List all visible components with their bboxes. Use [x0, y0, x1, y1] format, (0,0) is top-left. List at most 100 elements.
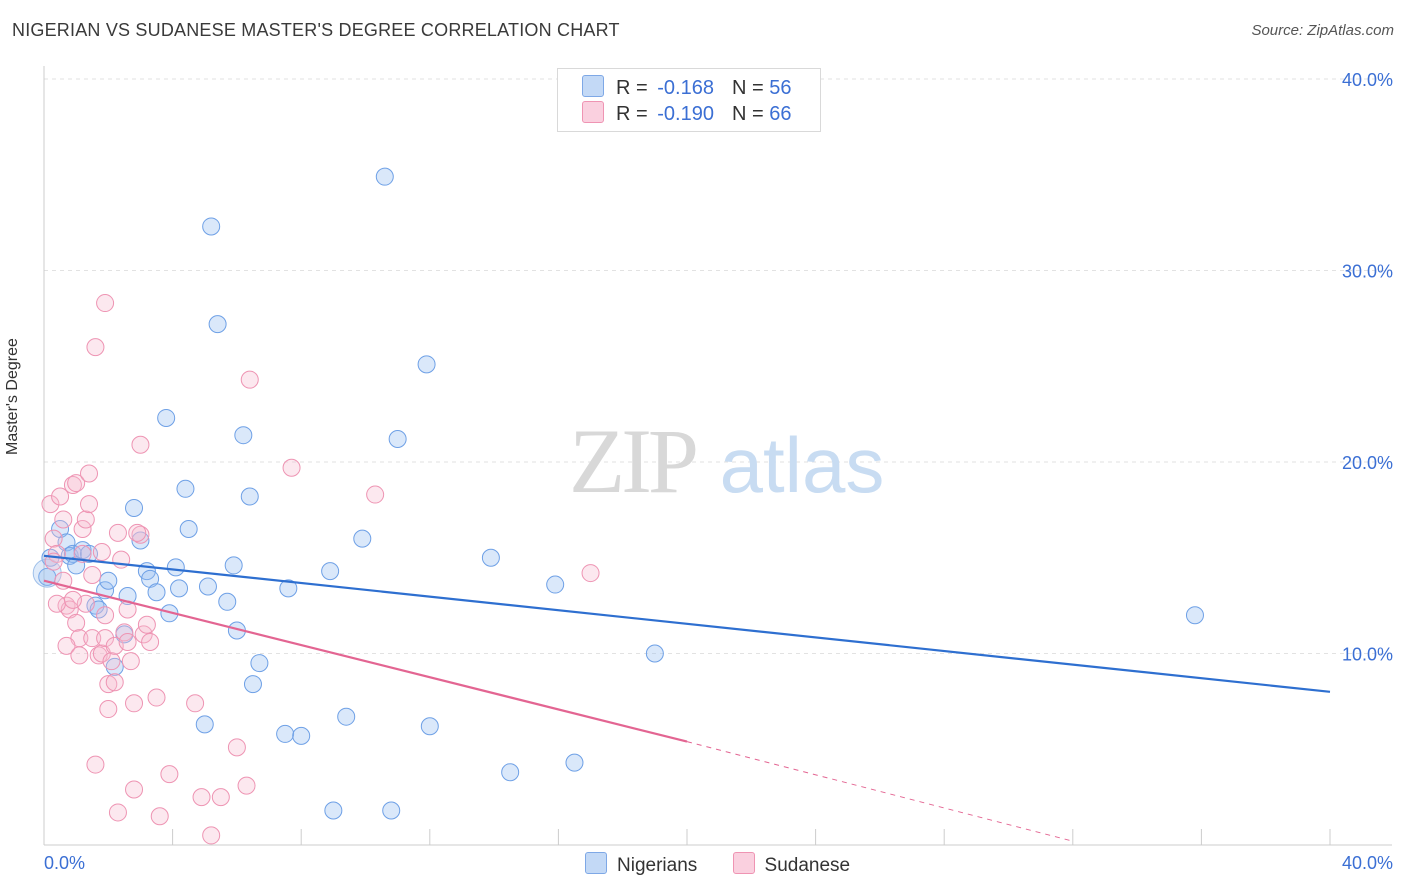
sudanese-point: [115, 623, 134, 642]
sudanese-point: [160, 765, 179, 784]
sudanese-point: [51, 487, 70, 506]
nigerians-point: [179, 520, 198, 539]
nigerians-point: [353, 529, 372, 548]
sudanese-point: [105, 673, 124, 692]
nigerians-point: [157, 408, 176, 427]
series-swatch-sudanese: [732, 852, 755, 874]
sudanese-point: [202, 826, 221, 845]
trend-lines: [43, 554, 1331, 842]
legend-n-value: 66: [769, 103, 792, 125]
series-legend-sudanese[interactable]: Sudanese: [732, 852, 851, 877]
sudanese-point: [102, 652, 121, 671]
nigerians-point: [32, 558, 62, 588]
nigerians-point: [250, 654, 269, 673]
sudanese-point: [70, 646, 89, 665]
nigerians-point: [243, 675, 262, 694]
sudanese-point: [96, 294, 115, 313]
axes: [43, 66, 1392, 846]
nigerians-point: [208, 315, 227, 334]
sudanese-point: [96, 629, 115, 648]
series-legend: Nigerians Sudanese: [585, 852, 880, 877]
y-tick-label: 30.0%: [1342, 262, 1393, 282]
nigerians-point: [501, 763, 520, 782]
legend-row-nigerians: R = -0.168 N = 56: [582, 75, 791, 101]
series-legend-nigerians[interactable]: Nigerians: [585, 852, 697, 877]
nigerians-point: [546, 575, 565, 594]
sudanese-point: [83, 629, 102, 648]
sudanese-point: [227, 738, 246, 757]
nigerians-point: [388, 430, 407, 449]
watermark-zip: ZIP: [569, 410, 696, 512]
series-label-sudanese: Sudanese: [764, 855, 851, 876]
watermark-atlas: atlas: [720, 421, 885, 509]
nigerians-trend-line: [43, 554, 1331, 693]
chart-title: NIGERIAN VS SUDANESE MASTER'S DEGREE COR…: [12, 20, 620, 40]
sudanese-point: [73, 544, 92, 563]
nigerians-point: [147, 583, 166, 602]
nigerians-point: [321, 562, 340, 581]
sudanese-point: [54, 510, 73, 529]
nigerians-point: [240, 487, 259, 506]
x-tick-label: 40.0%: [1342, 853, 1393, 873]
nigerians-point: [565, 753, 584, 772]
sudanese-point: [211, 788, 230, 807]
sudanese-point: [240, 370, 259, 389]
sudanese-points: [41, 294, 600, 845]
sudanese-point: [99, 700, 118, 719]
sudanese-point: [67, 613, 86, 632]
sudanese-point: [150, 807, 169, 826]
sudanese-point: [147, 688, 166, 707]
nigerians-point: [276, 724, 295, 743]
sudanese-point: [366, 485, 385, 504]
nigerians-point: [202, 217, 221, 236]
sudanese-point: [41, 495, 60, 514]
grid-lines: [44, 78, 1392, 654]
nigerians-point: [279, 579, 298, 598]
sudanese-point: [237, 776, 256, 795]
sudanese-point: [73, 520, 92, 539]
legend-r-value: -0.190: [657, 103, 714, 125]
legend-r-label: R =: [616, 103, 648, 125]
sudanese-point: [108, 523, 127, 542]
series-label-nigerians: Nigerians: [617, 855, 698, 876]
nigerians-point: [375, 167, 394, 186]
nigerians-point: [176, 479, 195, 498]
chart-source: Source: ZipAtlas.com: [1251, 22, 1394, 39]
nigerians-point: [324, 801, 343, 820]
sudanese-point: [125, 694, 144, 713]
sudanese-point: [63, 590, 82, 609]
legend-r-value: -0.168: [657, 77, 714, 99]
sudanese-point: [80, 464, 99, 483]
nigerians-points: [32, 167, 1204, 820]
sudanese-point: [86, 338, 105, 357]
nigerians-point: [382, 801, 401, 820]
nigerians-point: [125, 498, 144, 517]
nigerians-point: [99, 571, 118, 590]
nigerians-point: [645, 644, 664, 663]
sudanese-point: [99, 675, 118, 694]
sudanese-point: [141, 633, 160, 652]
nigerians-point: [195, 715, 214, 734]
nigerians-point: [105, 657, 124, 676]
sudanese-point: [96, 606, 115, 625]
nigerians-point: [218, 592, 237, 611]
series-swatch-nigerians: [585, 852, 607, 874]
sudanese-trend-line: [43, 579, 688, 743]
sudanese-point: [581, 564, 600, 583]
nigerians-point: [198, 577, 217, 596]
sudanese-point: [121, 652, 140, 671]
sudanese-point: [118, 633, 137, 652]
sudanese-point: [192, 788, 211, 807]
nigerians-point: [1185, 606, 1204, 625]
sudanese-point: [86, 755, 105, 774]
legend-swatch-sudanese: [582, 101, 604, 123]
nigerians-point: [224, 556, 243, 575]
legend-n-value: 56: [769, 77, 792, 99]
sudanese-point: [83, 565, 102, 584]
sudanese-point: [186, 694, 205, 713]
sudanese-point: [108, 803, 127, 822]
nigerians-point: [417, 355, 436, 374]
sudanese-point: [76, 510, 95, 529]
sudanese-point: [92, 543, 111, 562]
nigerians-point: [292, 726, 311, 745]
